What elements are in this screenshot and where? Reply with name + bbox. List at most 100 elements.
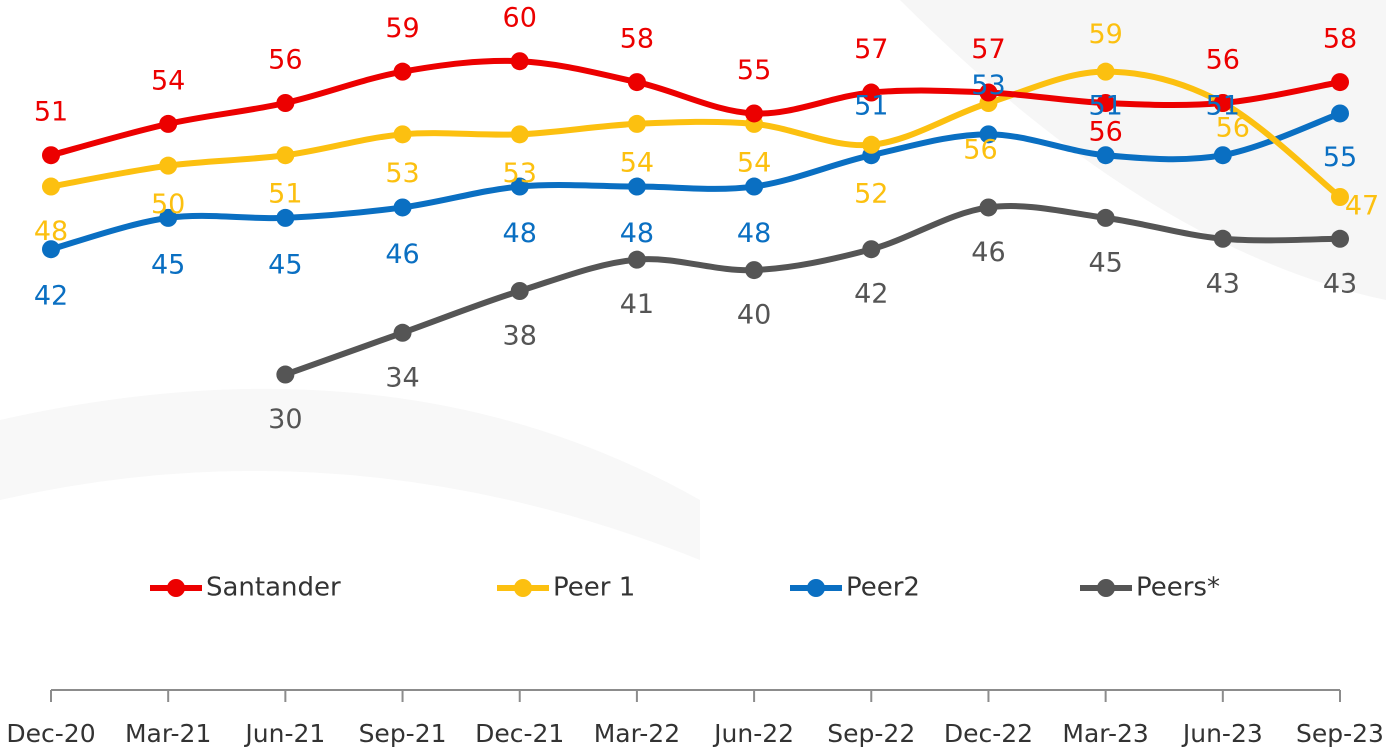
x-tick-label: Dec-22	[944, 719, 1033, 748]
data-label: 53	[385, 158, 419, 189]
data-label: 46	[971, 237, 1005, 268]
data-point	[862, 83, 881, 102]
data-label: 46	[385, 239, 419, 270]
data-point	[745, 261, 764, 280]
data-point	[627, 177, 646, 196]
background-shape	[0, 388, 700, 560]
data-point	[42, 240, 60, 259]
data-label: 55	[737, 55, 771, 86]
data-label: 45	[268, 249, 302, 280]
data-label: 51	[268, 179, 302, 210]
data-label: 56	[1206, 45, 1240, 76]
data-label: 51	[1088, 91, 1122, 122]
data-label: 43	[1323, 268, 1357, 299]
data-point	[510, 282, 529, 300]
data-label: 54	[151, 65, 185, 96]
data-point	[1213, 94, 1232, 112]
data-label: 48	[34, 216, 68, 247]
data-point	[1096, 62, 1115, 81]
data-label: 42	[34, 281, 68, 312]
data-point	[276, 365, 295, 384]
data-label: 42	[854, 279, 888, 310]
data-point	[862, 135, 881, 154]
data-label: 38	[503, 321, 537, 352]
data-label: 54	[737, 147, 771, 178]
x-tick-label: Jun-22	[712, 719, 794, 748]
data-point	[1096, 146, 1115, 165]
data-point	[1096, 208, 1115, 227]
data-point	[979, 198, 998, 217]
data-point	[510, 52, 529, 71]
x-tick-label: Sep-23	[1296, 719, 1384, 748]
data-point	[393, 125, 412, 144]
data-point	[979, 83, 998, 102]
data-point	[276, 94, 295, 112]
data-label: 41	[620, 289, 654, 320]
data-label: 56	[268, 45, 302, 76]
legend-marker	[514, 579, 532, 597]
legend-label: Peers*	[1136, 573, 1220, 603]
legend-label: Santander	[206, 573, 341, 603]
data-label: 40	[737, 300, 771, 331]
data-label: 34	[385, 362, 419, 393]
background-shape	[900, 0, 1386, 300]
data-point	[42, 146, 60, 165]
legend-marker	[167, 579, 185, 597]
data-point	[393, 198, 412, 217]
data-label: 45	[151, 249, 185, 280]
data-point	[159, 156, 178, 175]
data-label: 45	[1088, 247, 1122, 278]
data-label: 58	[1323, 24, 1357, 55]
data-point	[1331, 73, 1349, 92]
data-point	[627, 73, 646, 92]
data-label: 57	[854, 34, 888, 65]
data-label: 47	[1345, 191, 1379, 222]
legend-marker	[1097, 579, 1115, 597]
data-point	[1213, 229, 1232, 248]
x-tick-label: Dec-20	[6, 719, 95, 748]
data-point	[1331, 229, 1349, 248]
data-label: 59	[385, 13, 419, 44]
data-label: 60	[503, 3, 537, 34]
data-label: 51	[1206, 91, 1240, 122]
x-tick-label: Mar-22	[594, 719, 680, 748]
data-point	[393, 62, 412, 81]
data-label: 43	[1206, 268, 1240, 299]
data-point	[745, 104, 764, 123]
data-point	[510, 177, 529, 196]
data-label: 54	[620, 147, 654, 178]
data-point	[276, 146, 295, 165]
data-label: 59	[1088, 19, 1122, 50]
data-label: 56	[963, 135, 997, 166]
x-tick-label: Dec-21	[475, 719, 564, 748]
data-label: 52	[854, 178, 888, 209]
data-point	[627, 250, 646, 269]
x-tick-label: Mar-23	[1062, 719, 1148, 748]
data-label: 48	[737, 218, 771, 249]
data-label: 48	[503, 218, 537, 249]
data-point	[1213, 146, 1232, 165]
data-point	[862, 240, 881, 259]
data-label: 55	[1323, 142, 1357, 173]
legend-marker	[807, 579, 825, 597]
data-point	[159, 208, 178, 227]
data-label: 30	[268, 404, 302, 435]
series-line	[48, 110, 1343, 253]
data-point	[1331, 104, 1349, 123]
data-point	[745, 177, 764, 196]
data-label: 48	[620, 218, 654, 249]
data-label: 51	[34, 97, 68, 128]
x-tick-label: Mar-21	[125, 719, 211, 748]
data-point	[159, 114, 178, 133]
data-point	[393, 323, 412, 342]
data-label: 53	[971, 70, 1005, 101]
data-label: 53	[503, 158, 537, 189]
data-point	[42, 177, 60, 196]
data-point	[979, 125, 998, 144]
x-tick-label: Sep-21	[359, 719, 447, 748]
data-point	[510, 125, 529, 144]
legend-label: Peer 1	[553, 573, 635, 603]
data-label: 50	[151, 189, 185, 220]
data-point	[276, 208, 295, 227]
